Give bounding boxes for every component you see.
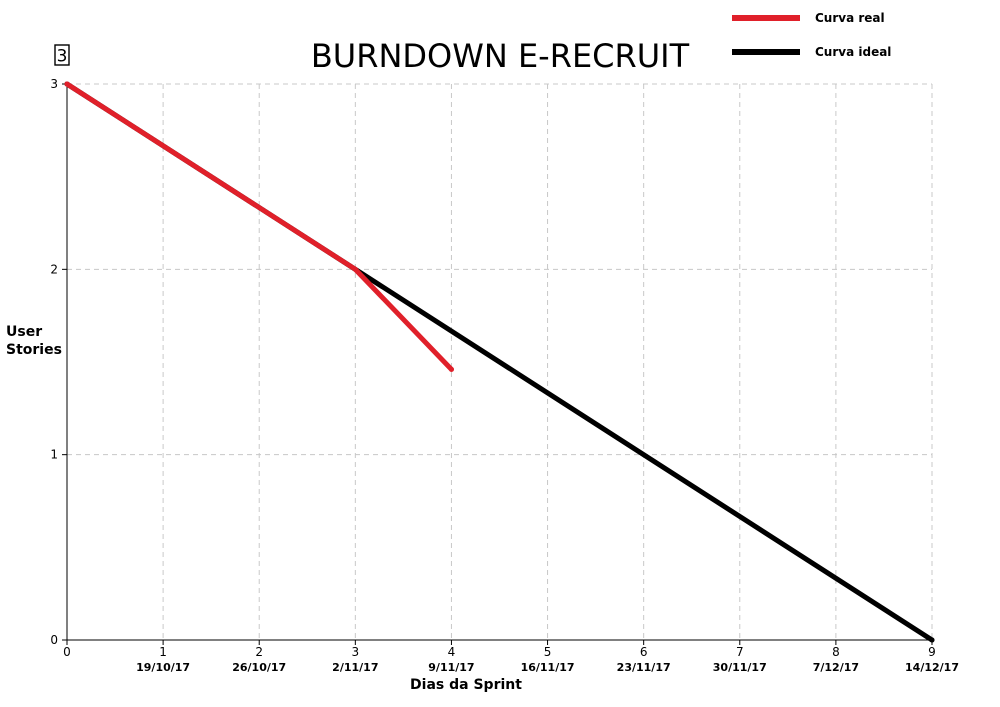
x-tick-label: 0 [63, 645, 71, 659]
x-date-label: 16/11/17 [521, 661, 575, 674]
y-tick-label: 2 [50, 262, 58, 276]
x-date-label: 19/10/17 [136, 661, 190, 674]
x-date-label: 2/11/17 [332, 661, 378, 674]
y-tick-label: 1 [50, 448, 58, 462]
x-date-label: 30/11/17 [713, 661, 767, 674]
point-real [448, 366, 454, 372]
grid-lines [67, 83, 933, 640]
x-axis-label: Dias da Sprint [410, 677, 522, 693]
point-ideal [929, 637, 935, 643]
legend-label-ideal: Curva ideal [815, 45, 891, 59]
x-date-label: 7/12/17 [813, 661, 859, 674]
x-tick-label: 8 [832, 645, 840, 659]
y-axis-label-line1: User [6, 324, 42, 340]
x-tick-label: 3 [352, 645, 360, 659]
series-lines [64, 81, 935, 643]
badge-box [54, 44, 70, 66]
x-date-label: 26/10/17 [232, 661, 286, 674]
x-date-label: 23/11/17 [617, 661, 671, 674]
x-tick-label: 4 [448, 645, 456, 659]
x-date-label: 9/11/17 [428, 661, 474, 674]
tick-labels: 0 1 2 3 4 5 6 7 8 9 0 1 2 3 19/10/17 26/10/17 2/11/17 9/1… [50, 77, 959, 674]
legend: Curva real Curva ideal [732, 11, 891, 59]
x-tick-label: 2 [255, 645, 263, 659]
x-date-label: 14/12/17 [905, 661, 959, 674]
point-real [64, 81, 70, 87]
y-axis-label-line2: Stories [6, 342, 62, 358]
point-real [352, 266, 358, 272]
x-tick-label: 5 [544, 645, 552, 659]
x-tick-label: 1 [159, 645, 167, 659]
y-tick-label: 0 [50, 633, 58, 647]
x-tick-label: 6 [640, 645, 648, 659]
legend-label-real: Curva real [815, 11, 885, 25]
x-tick-label: 9 [928, 645, 936, 659]
badge-number: 3 [57, 47, 68, 67]
y-tick-label: 3 [50, 77, 58, 91]
chart-title: BURNDOWN E-RECRUIT [311, 37, 690, 75]
axes [66, 84, 932, 641]
x-tick-label: 7 [736, 645, 744, 659]
